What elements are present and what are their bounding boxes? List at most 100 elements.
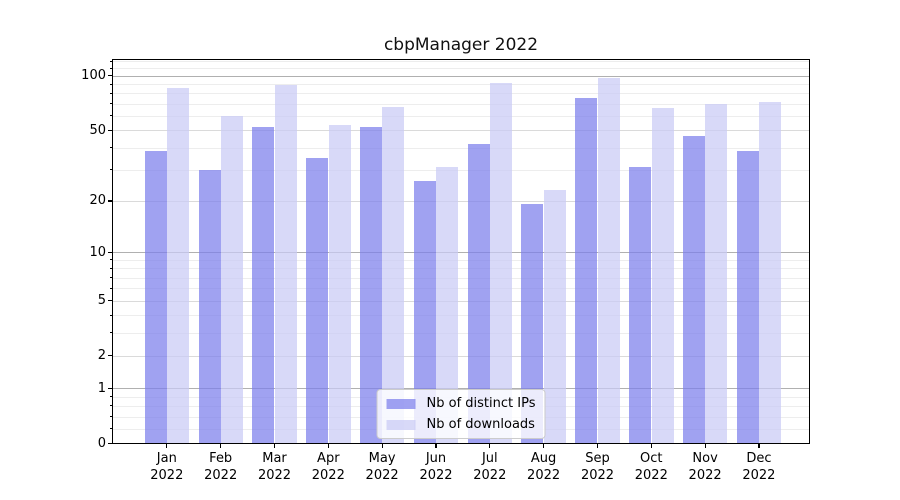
y-tick-mark — [108, 442, 112, 444]
legend: Nb of distinct IPs Nb of downloads — [376, 389, 546, 439]
y-minor-tick-mark — [110, 314, 112, 316]
gridline-major — [113, 388, 809, 390]
gridline-minor — [113, 169, 809, 171]
x-tick-label: Jul 2022 — [473, 451, 507, 483]
y-tick-label: 0 — [97, 435, 106, 451]
x-tick-label: May 2022 — [365, 451, 399, 483]
gridline-major — [113, 75, 809, 77]
y-minor-tick-mark — [110, 267, 112, 269]
legend-item-downloads: Nb of downloads — [386, 417, 536, 432]
bar-distinct-ips-feb — [198, 169, 221, 443]
bar-downloads-may — [382, 107, 405, 443]
bar-downloads-jun — [436, 167, 459, 443]
x-tick-mark — [543, 444, 545, 448]
gridline-minor — [113, 268, 809, 270]
y-minor-tick-mark — [110, 259, 112, 261]
bar-downloads-nov — [705, 103, 728, 443]
x-tick-label: Feb 2022 — [204, 451, 238, 483]
bar-distinct-ips-may — [359, 126, 382, 443]
bar-distinct-ips-dec — [736, 151, 759, 443]
y-tick-mark — [108, 75, 112, 77]
y-minor-tick-mark — [110, 396, 112, 397]
x-tick-mark — [381, 444, 383, 448]
gridline-minor — [113, 103, 809, 105]
legend-item-distinct-ips: Nb of distinct IPs — [386, 396, 536, 411]
bar-downloads-feb — [220, 115, 243, 443]
gridline — [113, 200, 809, 202]
x-tick-label: Nov 2022 — [688, 451, 722, 483]
x-tick-label: Dec 2022 — [742, 451, 776, 483]
gridline-minor — [113, 332, 809, 334]
bar-downloads-mar — [274, 84, 297, 443]
y-minor-tick-mark — [110, 405, 112, 407]
x-tick-label: Aug 2022 — [527, 451, 561, 483]
x-tick-mark — [435, 444, 437, 448]
x-tick-label: Apr 2022 — [311, 451, 345, 483]
x-tick-mark — [166, 444, 168, 448]
x-tick-label: Jun 2022 — [419, 451, 453, 483]
gridline — [113, 130, 809, 132]
legend-swatch-downloads — [386, 419, 416, 430]
x-tick-mark — [220, 444, 222, 448]
x-tick-label: Oct 2022 — [634, 451, 668, 483]
y-tick-label: 10 — [89, 244, 106, 260]
gridline-minor — [113, 93, 809, 95]
chart-title: cbpManager 2022 — [383, 35, 539, 55]
bar-downloads-dec — [759, 102, 782, 443]
y-minor-tick-mark — [110, 332, 112, 334]
bar-distinct-ips-nov — [682, 136, 705, 443]
x-tick-mark — [758, 444, 760, 448]
y-minor-tick-mark — [110, 169, 112, 171]
y-minor-tick-mark — [110, 428, 112, 430]
gridline-minor — [113, 61, 809, 63]
bar-distinct-ips-jul — [467, 143, 490, 443]
y-tick-label: 20 — [89, 193, 106, 209]
y-tick-label: 100 — [81, 68, 106, 84]
y-tick-label: 1 — [97, 380, 106, 396]
bar-downloads-aug — [543, 189, 566, 443]
bar-downloads-jul — [490, 82, 512, 443]
y-minor-tick-mark — [110, 103, 112, 105]
x-tick-label: Sep 2022 — [580, 451, 615, 483]
x-tick-mark — [489, 444, 491, 448]
y-minor-tick-mark — [110, 67, 112, 69]
x-tick-label: Jan 2022 — [150, 451, 184, 483]
y-minor-tick-mark — [110, 60, 112, 62]
bar-distinct-ips-jun — [413, 180, 436, 443]
gridline-minor — [113, 147, 809, 149]
x-tick-mark — [596, 444, 599, 448]
y-minor-tick-mark — [110, 92, 112, 94]
y-minor-tick-mark — [110, 416, 112, 417]
gridline — [113, 355, 809, 357]
bar-distinct-ips-jan — [144, 151, 167, 443]
gridline-minor — [113, 68, 809, 70]
bar-distinct-ips-oct — [629, 167, 652, 443]
x-tick-mark — [650, 444, 652, 448]
bar-downloads-oct — [651, 108, 674, 443]
gridline-major — [113, 252, 809, 254]
x-tick-mark — [327, 444, 329, 448]
y-tick-label: 2 — [97, 348, 106, 364]
y-tick-label: 50 — [89, 122, 106, 138]
y-tick-mark — [108, 129, 112, 131]
y-tick-mark — [108, 355, 112, 357]
gridline-minor — [113, 277, 809, 279]
y-tick-mark — [108, 251, 112, 254]
x-tick-mark — [704, 444, 706, 448]
y-tick-label: 5 — [97, 293, 106, 309]
gridline-minor — [113, 259, 809, 261]
legend-label-distinct-ips: Nb of distinct IPs — [426, 396, 536, 411]
gridline-minor — [113, 115, 809, 117]
bar-downloads-sep — [597, 77, 620, 443]
legend-swatch-distinct-ips — [386, 398, 416, 409]
y-tick-mark — [108, 200, 112, 202]
y-minor-tick-mark — [110, 115, 112, 117]
y-minor-tick-mark — [110, 287, 112, 289]
bar-downloads-jan — [167, 88, 189, 443]
bar-distinct-ips-apr — [306, 157, 329, 443]
y-minor-tick-mark — [110, 277, 112, 279]
y-minor-tick-mark — [110, 147, 112, 149]
y-tick-mark — [108, 300, 112, 302]
plot-area: Nb of distinct IPs Nb of downloads 100 50… — [81, 59, 810, 483]
